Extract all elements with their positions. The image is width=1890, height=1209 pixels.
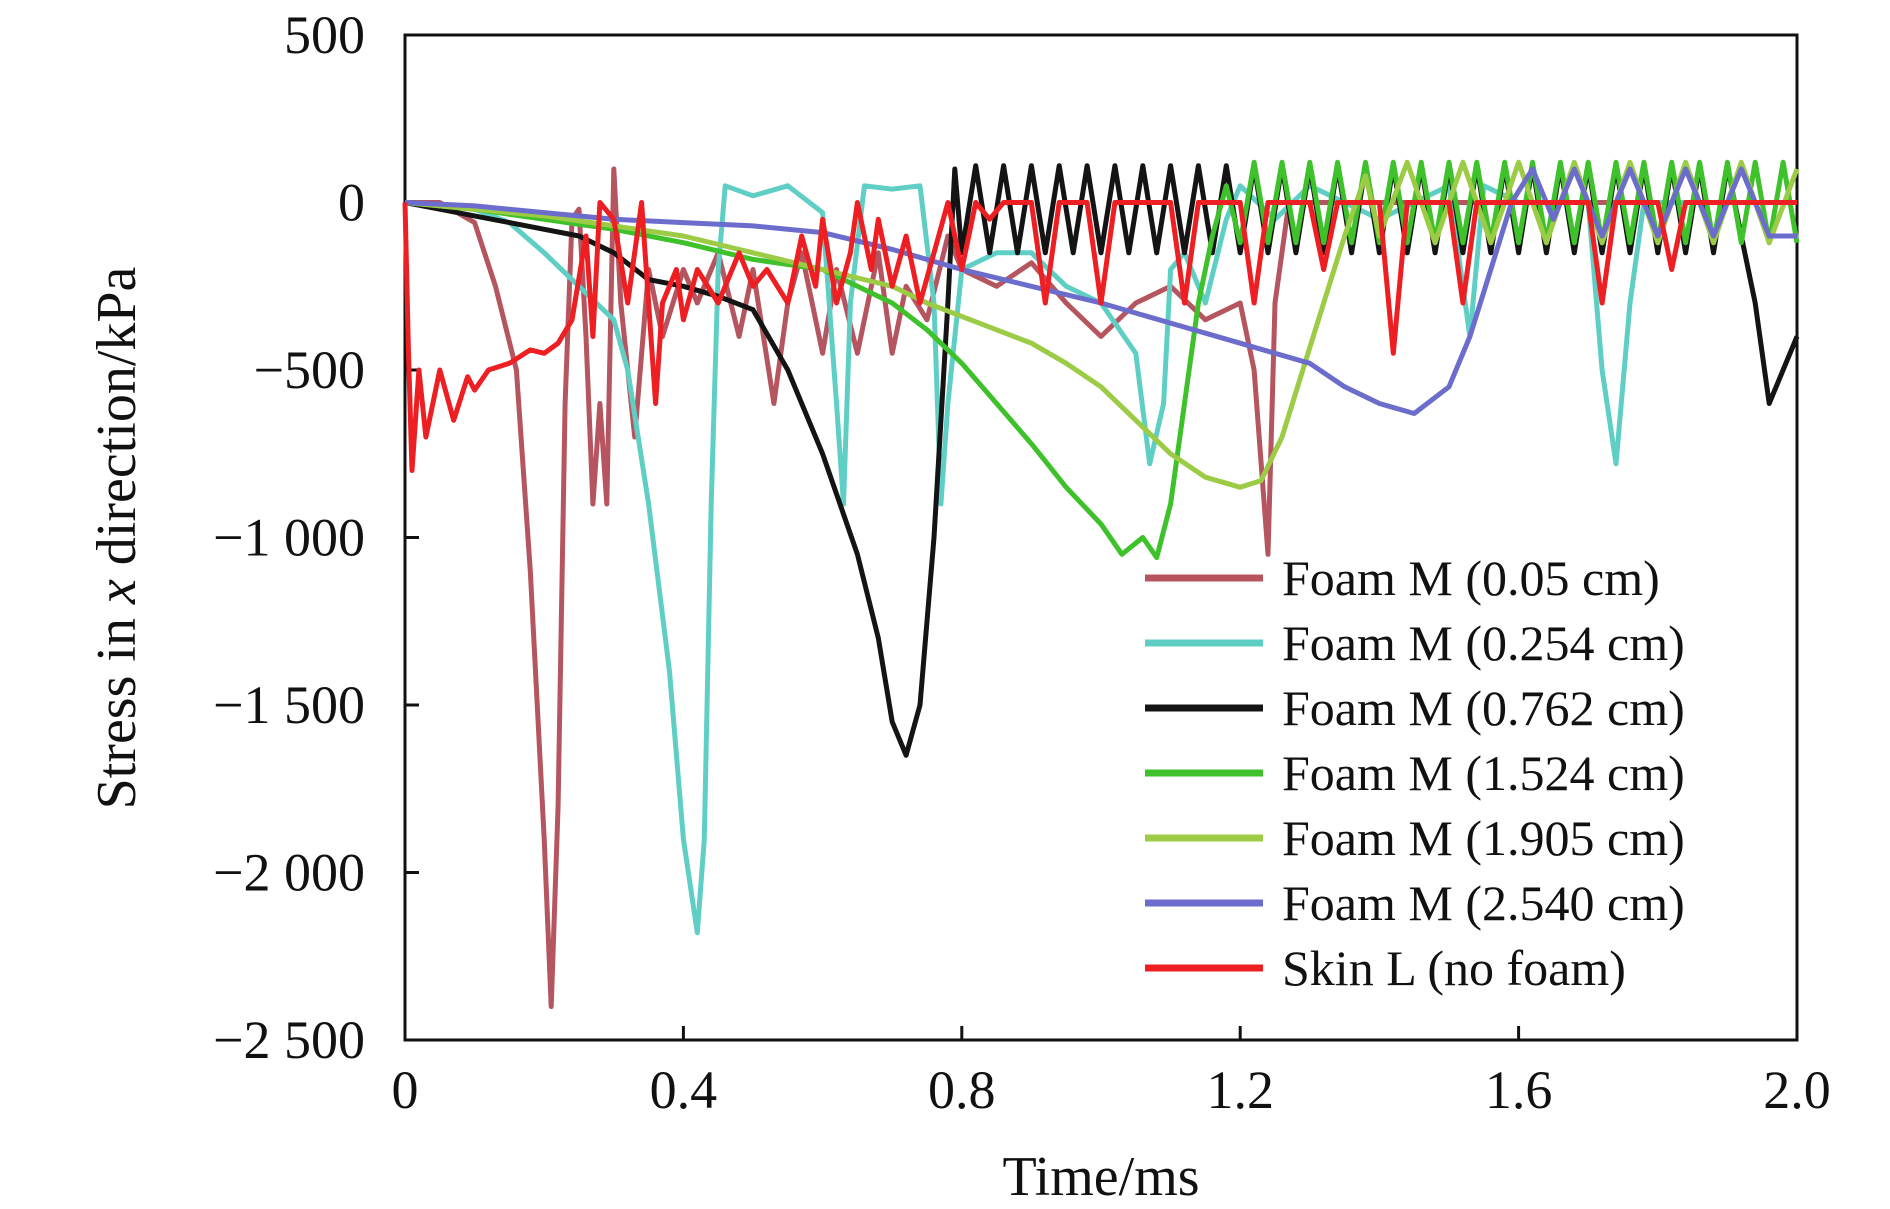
series-layer	[402, 159, 1800, 1009]
y-tick-label: −1 500	[213, 675, 365, 735]
legend-label: Skin L (no foam)	[1282, 940, 1626, 996]
x-tick-label: 1.6	[1485, 1060, 1553, 1120]
legend: Foam M (0.05 cm) Foam M (0.254 cm) Foam M …	[1145, 550, 1685, 996]
legend-label: Foam M (2.540 cm)	[1282, 875, 1685, 931]
series-line-2	[404, 183, 1797, 936]
x-tick-label: 0	[392, 1060, 419, 1120]
x-tick-label: 0.4	[650, 1060, 718, 1120]
y-tick-label: −1 000	[213, 508, 365, 568]
x-tick-label: 2.0	[1763, 1060, 1831, 1120]
y-tick-label: −2 500	[213, 1010, 365, 1070]
legend-label: Foam M (1.524 cm)	[1282, 745, 1685, 801]
y-tick-label: 0	[338, 173, 365, 233]
y-axis: 500 0 −500 −1 000 −1 500 −2 000 −2 500	[213, 5, 419, 1070]
x-tick-label: 1.2	[1206, 1060, 1274, 1120]
series-line-7	[402, 200, 1797, 473]
legend-label: Foam M (0.762 cm)	[1282, 680, 1685, 736]
legend-label: Foam M (0.254 cm)	[1282, 615, 1685, 671]
x-tick-label: 0.8	[928, 1060, 996, 1120]
x-axis-title: Time/ms	[1002, 1146, 1199, 1208]
legend-label: Foam M (0.05 cm)	[1282, 550, 1660, 606]
y-axis-title-suffix: direction/kPa	[86, 266, 148, 579]
y-tick-label: −500	[254, 340, 365, 400]
y-axis-title-variable: x	[86, 579, 148, 605]
y-axis-title: Stress in x direction/kPa	[86, 266, 148, 809]
y-tick-label: −2 000	[213, 843, 365, 903]
series-line-6	[404, 166, 1797, 416]
legend-label: Foam M (1.905 cm)	[1282, 810, 1685, 866]
y-tick-label: 500	[284, 5, 365, 65]
x-axis: 0 0.4 0.8 1.2 1.6 2.0	[392, 1026, 1831, 1120]
y-axis-title-prefix: Stress in	[86, 604, 148, 809]
